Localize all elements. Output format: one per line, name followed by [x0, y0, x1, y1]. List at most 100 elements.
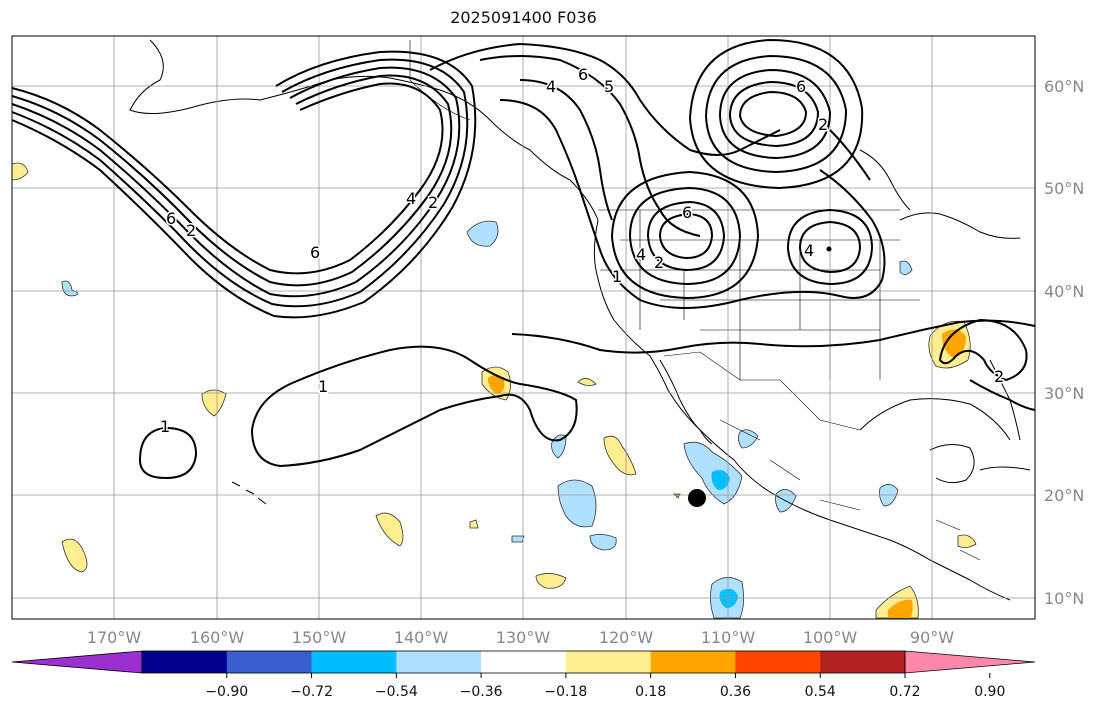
- colorbar-extend-high: [904, 650, 1036, 674]
- anomaly-patches: [11, 162, 977, 619]
- lon-label: 130°W: [496, 628, 551, 647]
- borders: [409, 40, 981, 561]
- lon-label: 90°W: [910, 628, 954, 647]
- coastlines: [129, 39, 1031, 601]
- lon-label: 140°W: [394, 628, 449, 647]
- contour-label: 1: [160, 417, 170, 436]
- location-marker: [688, 489, 706, 507]
- contour-label: 5: [604, 77, 614, 96]
- border-mexico-states: [719, 419, 861, 511]
- patch-orange: [888, 599, 913, 618]
- colorbar-tick-label: −0.18: [544, 684, 587, 700]
- coastline-yucatan: [929, 444, 975, 484]
- coastline-hudson: [859, 149, 911, 211]
- contour-label: 1: [612, 267, 622, 286]
- colorbar-tick-label: 0.18: [635, 684, 666, 700]
- coastline-great-lakes: [899, 212, 1021, 239]
- colorbar-tick-label: −0.72: [290, 684, 333, 700]
- contour-line: [519, 79, 613, 221]
- patch-blue: [899, 260, 913, 275]
- lon-label: 100°W: [803, 628, 858, 647]
- lon-label: 120°W: [599, 628, 654, 647]
- contour-label: 4: [636, 245, 646, 264]
- patch-blue: [589, 534, 617, 551]
- coastline-baja: [659, 359, 713, 445]
- contour-line: [11, 82, 444, 275]
- contour-label: 2: [428, 193, 438, 212]
- map-background: [12, 36, 1035, 619]
- patch-yellow: [201, 389, 227, 417]
- colorbar-tick-label: −0.54: [375, 684, 418, 700]
- lon-label: 110°W: [701, 628, 756, 647]
- colorbar: −0.90 −0.72 −0.54 −0.36 −0.18 0.18 0.36 0.54 0.7…: [11, 650, 1036, 700]
- contour-labels: 1 1 2 4 6 6 4 2 6 5 6 4 2 6 4 2 1 2: [159, 64, 1006, 438]
- colorbar-segment: [142, 651, 228, 673]
- contour-line: [646, 200, 726, 272]
- border-central-america: [935, 519, 981, 561]
- contour-line: [704, 54, 848, 174]
- contour-label: 6: [578, 65, 588, 84]
- colorbar-tick-label: 0.36: [720, 684, 751, 700]
- contour-line: [798, 220, 862, 274]
- low-center-dot: [826, 246, 832, 252]
- lon-label: 160°W: [190, 628, 245, 647]
- coastline-gulf: [859, 398, 1011, 441]
- patch-yellow: [577, 378, 597, 386]
- contour-line: [11, 66, 461, 298]
- contour-label: 6: [796, 77, 806, 96]
- colorbar-segment: [565, 651, 652, 673]
- lat-label: 30°N: [1044, 384, 1084, 403]
- colorbar-segment: [396, 651, 482, 673]
- contour-line: [511, 319, 1036, 354]
- contour-label: 6: [682, 203, 692, 222]
- contour-line: [499, 99, 886, 309]
- patch-blue: [738, 429, 759, 449]
- contour-label: 2: [818, 115, 828, 134]
- contour-line: [250, 345, 578, 468]
- contour-line: [688, 38, 864, 190]
- contour-line: [628, 186, 742, 286]
- patch-blue: [511, 535, 525, 543]
- colorbar-tick-label: 0.72: [889, 684, 920, 700]
- patch-blue: [466, 220, 499, 247]
- contour-label: 6: [166, 209, 176, 228]
- contour-label: 2: [994, 367, 1004, 386]
- lat-label: 50°N: [1044, 179, 1084, 198]
- patch-orange: [942, 329, 966, 358]
- lat-label: 60°N: [1044, 77, 1084, 96]
- contour-line: [610, 170, 760, 300]
- contour-line: [11, 58, 469, 308]
- border-alaska-canada: [409, 40, 471, 121]
- coastline-cuba: [979, 466, 1031, 471]
- lat-label: 10°N: [1044, 589, 1084, 608]
- map-area: 1 1 2 4 6 6 4 2 6 5 6 4 2 6 4 2 1 2: [11, 35, 1036, 620]
- contour-line: [658, 212, 714, 260]
- patch-blue: [557, 479, 597, 528]
- patch-blue: [61, 280, 79, 297]
- contour-line: [138, 426, 198, 480]
- patch-yellow: [469, 519, 479, 529]
- contour-line: [11, 74, 453, 287]
- contour-label: 4: [804, 241, 814, 260]
- colorbar-segment: [226, 651, 313, 673]
- colorbar-extend-low: [11, 650, 143, 674]
- contour-lines: [11, 38, 1036, 480]
- colorbar-frame: [141, 650, 906, 674]
- colorbar-tick-label: 0.54: [805, 684, 836, 700]
- colorbar-tick-label: −0.90: [205, 684, 248, 700]
- colorbar-tick-label: 0.90: [974, 684, 1005, 700]
- contour-label: 4: [406, 189, 416, 208]
- patch-yellow: [11, 162, 29, 181]
- patch-cyan: [719, 588, 738, 608]
- colorbar-segment: [820, 651, 906, 673]
- colorbar-segment: [735, 651, 821, 673]
- lat-label: 40°N: [1044, 282, 1084, 301]
- map-frame: [11, 35, 1036, 620]
- lon-label: 170°W: [87, 628, 142, 647]
- colorbar-segment: [481, 651, 567, 673]
- border-us-mexico: [663, 351, 861, 431]
- contour-line: [738, 90, 808, 138]
- lat-label: 20°N: [1044, 486, 1084, 505]
- colorbar-tick-label: −0.36: [460, 684, 503, 700]
